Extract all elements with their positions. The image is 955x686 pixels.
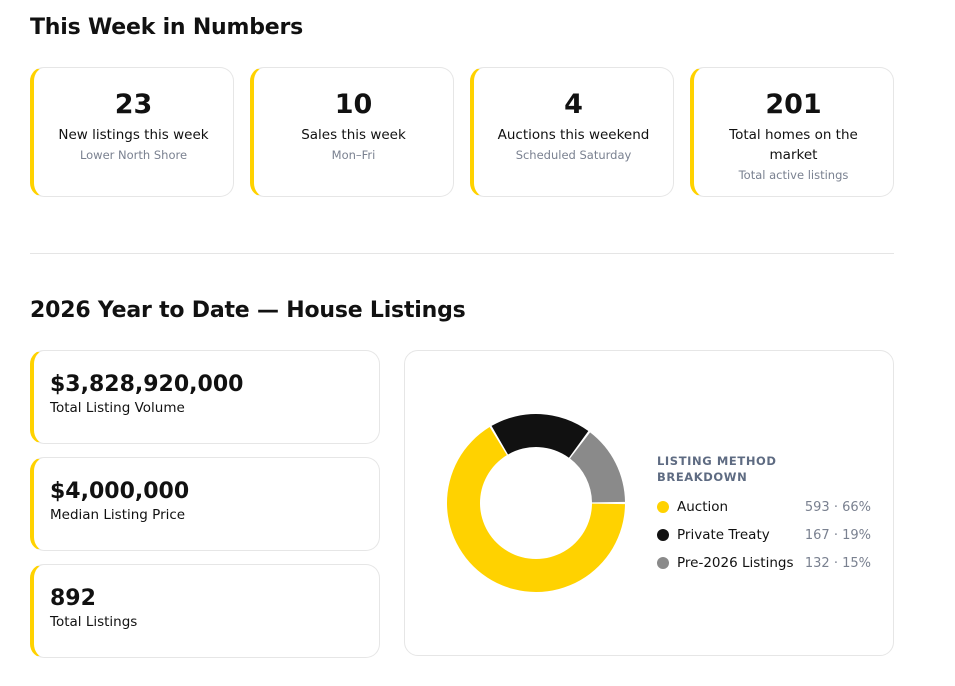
- legend-label: Pre-2026 Listings: [677, 555, 794, 571]
- stat-card-total-homes: 201 Total homes on the market Total acti…: [690, 67, 894, 197]
- legend-item-pre-2026: Pre-2026 Listings 132 · 15%: [657, 549, 871, 577]
- stat-label: New listings this week: [58, 127, 209, 143]
- kpi-card-total-listings: 892 Total Listings: [30, 564, 380, 658]
- listing-method-chart-card: LISTING METHOD BREAKDOWN Auction 593 · 6…: [404, 350, 894, 656]
- stat-label: Total homes on the market: [729, 127, 858, 163]
- weekly-stats: 23 New listings this week Lower North Sh…: [30, 67, 894, 197]
- kpi-label: Median Listing Price: [50, 507, 186, 523]
- stat-value: 4: [564, 89, 583, 120]
- stat-subtext: Total active listings: [738, 168, 849, 182]
- stat-value: 10: [334, 89, 373, 120]
- kpi-value: 892: [50, 586, 96, 611]
- stat-subtext: Lower North Shore: [79, 148, 188, 162]
- kpi-label: Total Listings: [50, 614, 138, 630]
- legend-value: 167 · 19%: [804, 527, 871, 543]
- legend-item-auction: Auction 593 · 66%: [657, 493, 871, 521]
- stat-card-new-listings: 23 New listings this week Lower North Sh…: [30, 67, 234, 197]
- stat-label: Sales this week: [301, 127, 406, 143]
- ytd-kpis: $3,828,920,000 Total Listing Volume $4,0…: [30, 350, 380, 658]
- donut-chart: [447, 414, 625, 592]
- stat-subtext: Mon–Fri: [331, 148, 376, 162]
- section-divider: [30, 253, 894, 254]
- section-title-week: This Week in Numbers: [30, 15, 304, 40]
- chart-legend: LISTING METHOD BREAKDOWN Auction 593 · 6…: [657, 453, 871, 577]
- legend-label: Auction: [677, 499, 729, 515]
- stat-subtext: Scheduled Saturday: [515, 148, 632, 162]
- legend-swatch: [657, 501, 669, 513]
- legend-value: 593 · 66%: [804, 499, 871, 515]
- legend-swatch: [657, 557, 669, 569]
- kpi-value: $3,828,920,000: [50, 372, 244, 397]
- stat-value: 201: [765, 89, 822, 120]
- stat-label: Auctions this weekend: [497, 127, 650, 143]
- legend-item-private-treaty: Private Treaty 167 · 19%: [657, 521, 871, 549]
- stat-value: 23: [114, 89, 153, 120]
- donut-slice-pre-2026-listings: [570, 432, 625, 503]
- legend-label: Private Treaty: [677, 527, 770, 543]
- legend-title: LISTING METHOD BREAKDOWN: [657, 454, 777, 484]
- stat-card-sales: 10 Sales this week Mon–Fri: [250, 67, 454, 197]
- kpi-label: Total Listing Volume: [50, 400, 185, 416]
- kpi-value: $4,000,000: [50, 479, 190, 504]
- stat-card-auctions: 4 Auctions this weekend Scheduled Saturd…: [470, 67, 674, 197]
- kpi-card-median-price: $4,000,000 Median Listing Price: [30, 457, 380, 551]
- donut-slice-private-treaty: [491, 414, 589, 458]
- legend-swatch: [657, 529, 669, 541]
- donut-slice-auction: [447, 427, 625, 592]
- kpi-card-total-volume: $3,828,920,000 Total Listing Volume: [30, 350, 380, 444]
- section-title-ytd: 2026 Year to Date — House Listings: [30, 298, 466, 323]
- legend-value: 132 · 15%: [804, 555, 871, 571]
